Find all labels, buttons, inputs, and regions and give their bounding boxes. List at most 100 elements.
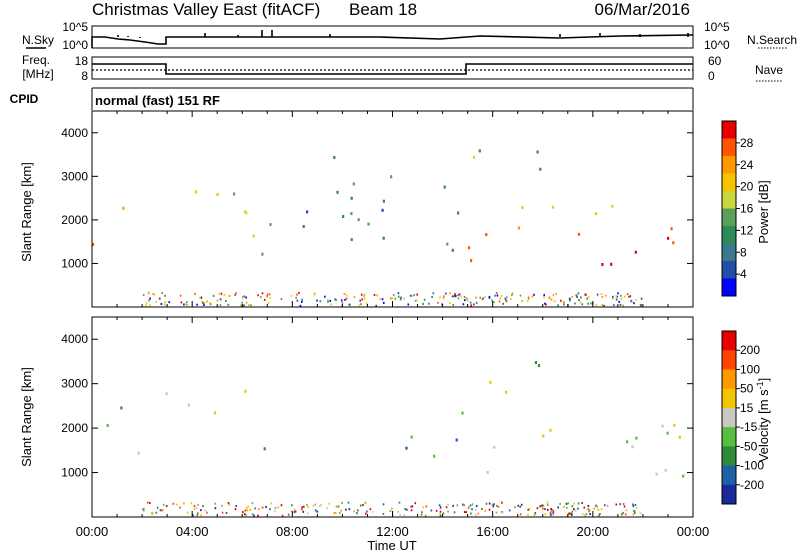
range-cell [620, 294, 622, 297]
range-cell [347, 501, 350, 504]
range-cell [192, 514, 194, 517]
colorbar-frame [721, 330, 737, 505]
power-y-axis: 1000 2000 3000 4000 [61, 126, 693, 270]
range-cell [496, 504, 498, 507]
range-cell [621, 511, 623, 514]
y-tick-label: 1000 [61, 466, 88, 480]
range-cell [338, 512, 341, 515]
range-cell [481, 508, 483, 510]
range-cell [364, 293, 366, 296]
range-cell [634, 512, 636, 515]
range-cell [449, 292, 451, 295]
range-cell [341, 502, 343, 504]
range-cell [352, 182, 355, 186]
range-cell [161, 509, 163, 512]
range-cell [505, 300, 508, 303]
range-cell [202, 301, 204, 304]
range-cell [582, 512, 584, 515]
colorbar-tick-label: -100 [740, 459, 764, 473]
range-cell [225, 512, 228, 514]
nave-tick-high: 60 [708, 54, 722, 68]
range-cell [106, 424, 109, 427]
range-cell [152, 292, 154, 295]
range-cell [410, 509, 413, 512]
power-ylabel: Slant Range [km] [19, 162, 34, 262]
range-cell [261, 506, 264, 509]
range-cell [392, 294, 395, 297]
velocity-x-ticks [91, 317, 694, 517]
range-cell [350, 196, 353, 200]
range-cell [574, 509, 577, 512]
range-cell [471, 503, 474, 506]
range-cell [565, 502, 568, 505]
nsky-noise-line [91, 34, 694, 48]
range-cell [519, 294, 522, 297]
range-cell [302, 225, 305, 228]
range-cell [193, 505, 196, 508]
range-cell [527, 297, 530, 300]
range-cell [466, 299, 469, 302]
range-cell [475, 301, 478, 304]
range-cell [462, 303, 465, 306]
range-cell [200, 296, 203, 299]
range-cell [542, 434, 545, 438]
range-cell [566, 506, 568, 509]
range-cell [526, 300, 529, 303]
colorbar-tick-label: 100 [740, 362, 760, 376]
range-cell [661, 424, 664, 428]
range-cell [521, 300, 523, 303]
range-cell [421, 511, 423, 514]
range-cell [172, 502, 175, 505]
range-cell [277, 506, 280, 509]
range-cell [510, 298, 512, 301]
range-cell [367, 222, 370, 226]
range-cell [623, 505, 626, 508]
range-cell [452, 303, 455, 306]
range-cell [615, 295, 617, 298]
range-cell [615, 298, 618, 301]
y-tick-label: 4000 [61, 126, 88, 140]
range-cell [269, 508, 271, 511]
range-cell [443, 295, 445, 298]
range-cell [337, 505, 340, 508]
range-cell [469, 504, 472, 507]
range-cell [577, 507, 579, 510]
range-cell [336, 190, 339, 194]
colorbar-swatch [722, 388, 736, 409]
range-cell [432, 292, 435, 295]
y-tick-label: 3000 [61, 169, 88, 183]
range-cell [371, 510, 374, 513]
range-cell [544, 302, 546, 305]
range-cell [357, 509, 359, 512]
range-cell [577, 232, 581, 236]
range-cell [145, 301, 148, 304]
y-tick-label: 2000 [61, 213, 88, 227]
range-cell [593, 507, 595, 510]
range-cell [291, 504, 293, 507]
range-cell [220, 292, 223, 295]
range-cell [537, 364, 541, 368]
range-cell [267, 301, 270, 304]
range-cell [316, 299, 318, 302]
range-cell [153, 293, 155, 296]
colorbar-swatch [722, 208, 736, 227]
range-cell [557, 506, 559, 509]
range-cell [633, 302, 635, 305]
range-cell [474, 508, 477, 511]
colorbar-swatch [722, 446, 736, 467]
range-cell [235, 292, 237, 295]
range-cell [413, 294, 415, 297]
range-cell [405, 446, 408, 450]
range-cell [541, 504, 543, 507]
range-cell [439, 512, 442, 515]
range-cell [179, 294, 182, 297]
range-cell [253, 514, 255, 517]
range-cell [461, 503, 464, 506]
range-cell [219, 304, 222, 307]
range-cell [312, 504, 315, 507]
range-cell [390, 175, 393, 179]
range-cell [359, 504, 362, 507]
colorbar-tick-label: 4 [740, 267, 747, 281]
colorbar-swatch [722, 278, 736, 297]
range-cell [186, 301, 188, 304]
